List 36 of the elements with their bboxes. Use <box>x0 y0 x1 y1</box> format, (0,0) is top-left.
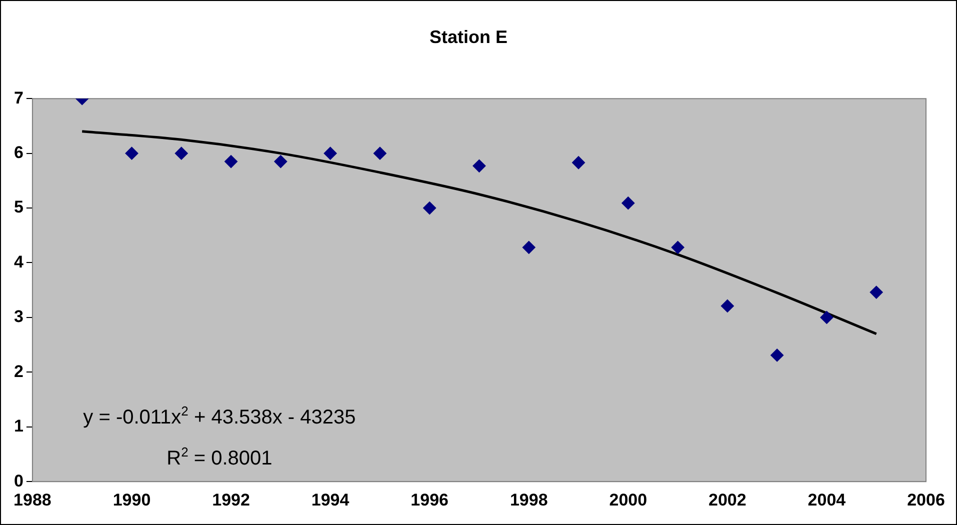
x-tick-label: 1992 <box>212 490 250 510</box>
y-tick-label: 0 <box>14 471 24 490</box>
y-tick-label: 3 <box>14 307 24 326</box>
point <box>324 146 337 160</box>
x-tick-label: 2002 <box>708 490 746 510</box>
point <box>671 240 684 254</box>
x-tick-label: 2004 <box>808 490 846 510</box>
point <box>870 286 883 299</box>
point <box>373 146 386 160</box>
y-tick-label: 1 <box>14 416 24 436</box>
line-series <box>80 130 878 336</box>
y-tick-label: 7 <box>14 88 24 108</box>
point <box>274 155 288 168</box>
x-tick-label: 1990 <box>112 490 151 510</box>
point <box>522 240 536 254</box>
x-tick-label: 2006 <box>907 490 945 510</box>
x-tick-label: 1998 <box>510 490 548 510</box>
x-tick-label: 1994 <box>311 490 350 510</box>
x-tick-label: 1996 <box>410 490 448 510</box>
y-tick-label: 5 <box>14 198 24 217</box>
chart-title: Station E <box>429 26 508 47</box>
point <box>472 159 486 172</box>
point <box>224 155 238 168</box>
point <box>720 299 734 312</box>
x-tick-label: 2000 <box>609 490 648 510</box>
y-tick-label: 2 <box>14 362 24 381</box>
point <box>820 310 834 324</box>
point <box>125 146 138 160</box>
y-tick-label: 6 <box>14 143 24 162</box>
point <box>622 196 635 210</box>
point <box>423 202 436 215</box>
point <box>572 156 586 170</box>
y-tick-label: 4 <box>14 252 24 272</box>
point <box>174 146 188 160</box>
point <box>770 348 784 362</box>
x-tick-label: 1988 <box>14 490 52 510</box>
